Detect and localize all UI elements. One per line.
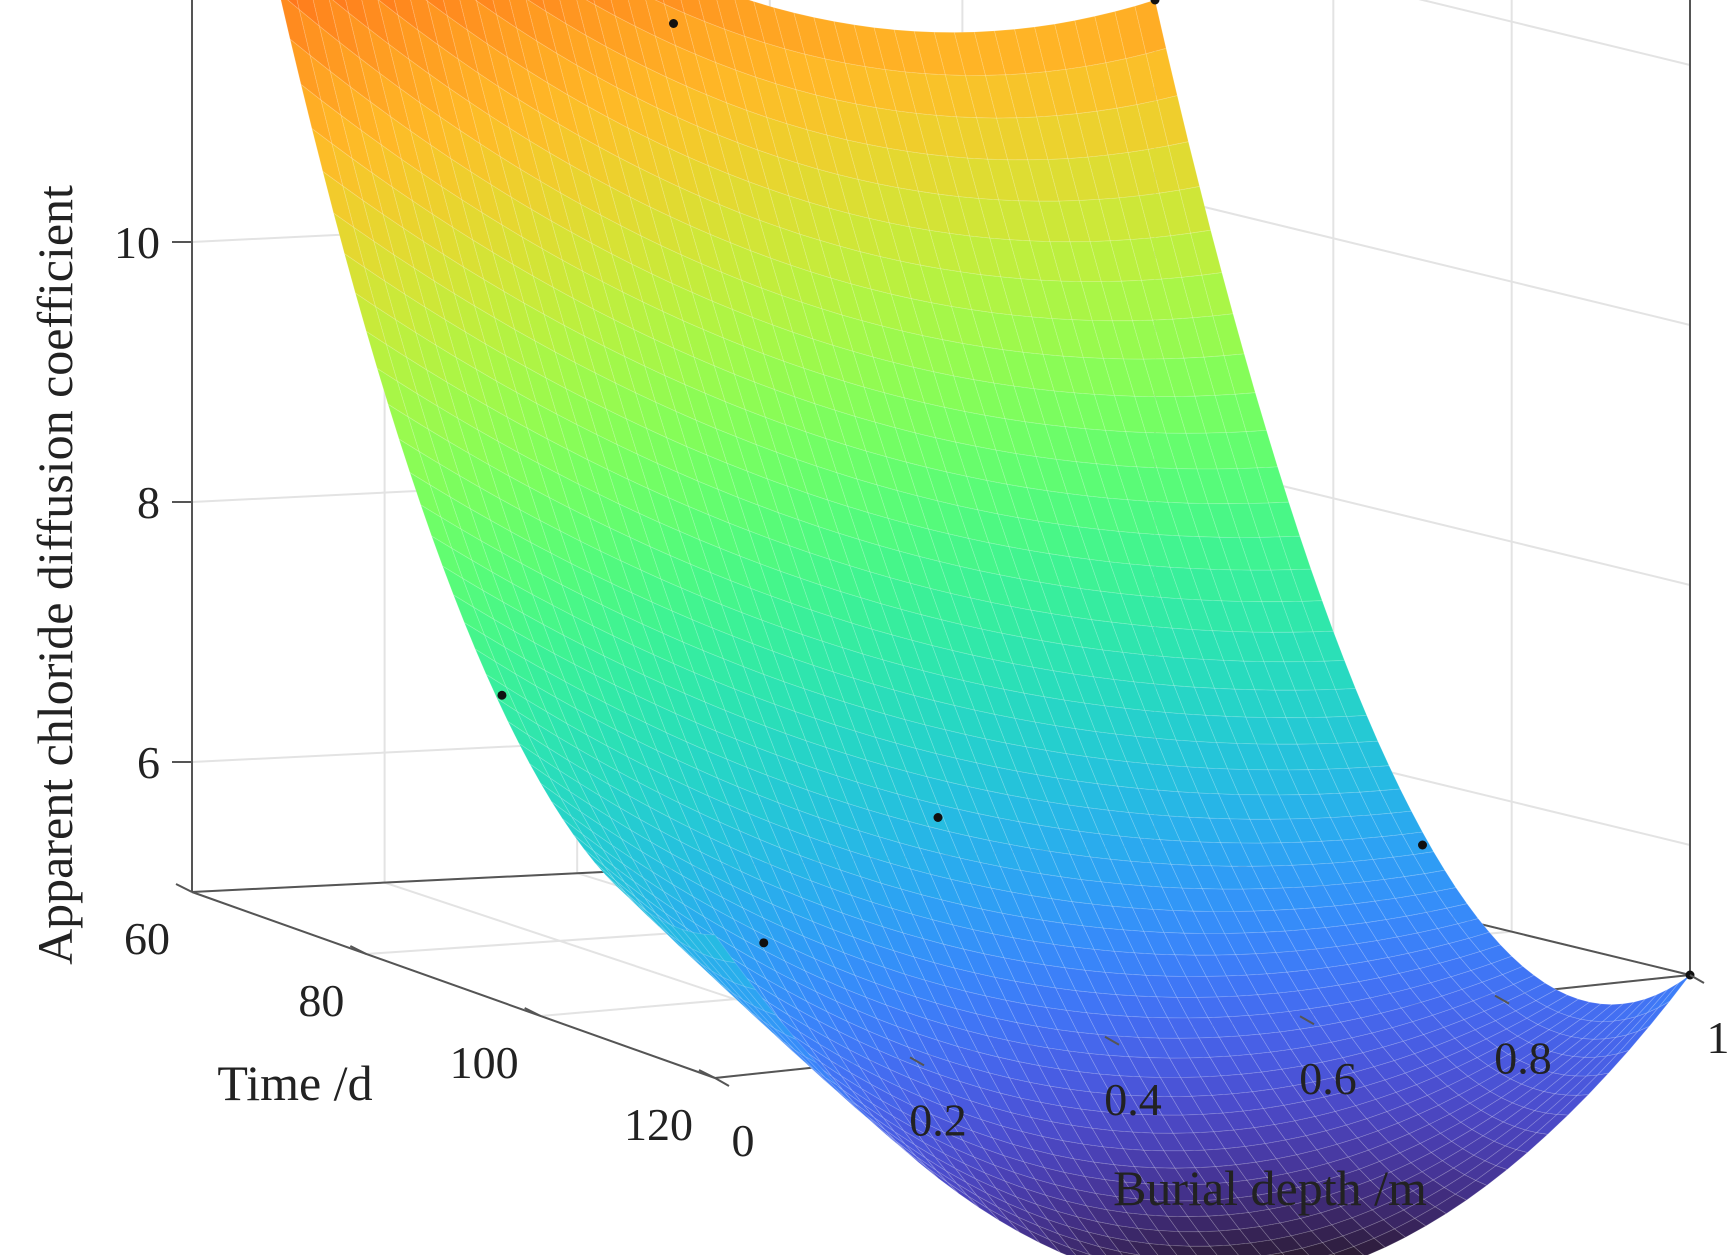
data-point [497,690,507,700]
data-point [933,813,943,822]
surface-patch [1266,1252,1285,1255]
z-tick-label: 8 [137,477,160,528]
z-axis-title: Apparent chloride diffusion coefficient [27,185,83,965]
y-axis-title: Time /d [217,1055,372,1111]
y-tick-mark [175,883,193,893]
data-point [669,19,678,28]
y-tick-label: 100 [450,1037,519,1088]
x-tick-label: 0.6 [1299,1053,1357,1104]
x-axis-title: Burial depth /m [1113,1160,1427,1216]
x-tick-mark [1494,994,1510,1005]
y-tick-label: 120 [624,1099,693,1150]
x-tick-mark [1104,1035,1120,1046]
x-tick-label: 0.4 [1104,1074,1162,1125]
x-tick-mark [1299,1015,1315,1026]
surface-patch [1077,1240,1107,1255]
surface-patch [1068,1246,1091,1255]
data-point [1418,840,1427,850]
surface-patch [1332,1246,1365,1255]
x-tick-label: 0.2 [909,1094,967,1145]
z-tick-label: 6 [137,737,160,788]
y-tick-mark [698,1069,716,1079]
x-tick-mark [714,1077,730,1087]
z-tick-label: 12 [114,0,160,8]
surface-patch [1148,1243,1178,1255]
y-tick-label: 80 [298,975,344,1026]
surface-patch [1127,1240,1159,1255]
x-tick-mark [909,1056,925,1067]
surface-patch [1118,1250,1141,1255]
surface-patch [1281,1247,1310,1255]
axis-ticks: 6810121416608010012000.20.40.60.81 [114,0,1730,1166]
data-point [759,938,769,948]
x-tick-label: 0.8 [1494,1033,1552,1084]
surface-patch [1048,1239,1077,1255]
x-tick-label: 0 [732,1115,755,1166]
data-point [1150,0,1160,5]
surface-patch [1229,1242,1262,1255]
data-points [497,0,1695,980]
y-tick-mark [349,945,367,955]
y-tick-mark [524,1007,542,1017]
x-tick-mark [1689,974,1705,984]
y-tick-label: 60 [124,913,170,964]
x-tick-label: 1 [1707,1012,1730,1063]
surface-patch [1209,1244,1239,1255]
z-tick-label: 10 [114,217,160,268]
box-edge [191,891,716,1079]
surface [280,0,1691,1255]
surface-patch [1188,1245,1218,1255]
surface-patch [1098,1246,1123,1255]
surface-patch [1107,1236,1141,1255]
